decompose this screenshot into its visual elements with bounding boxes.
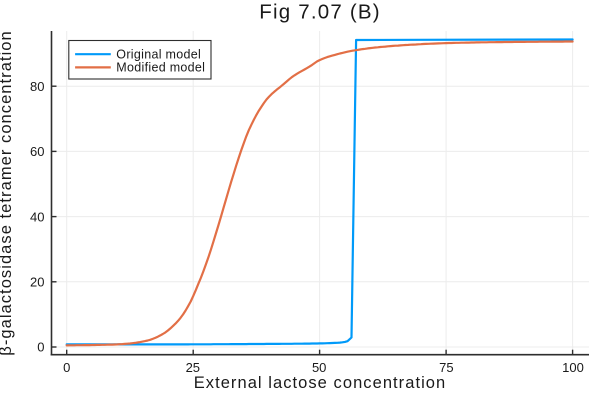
svg-text:60: 60 — [30, 144, 44, 159]
svg-text:Original model: Original model — [116, 48, 201, 62]
svg-text:β-galactosidase tetramer conce: β-galactosidase tetramer concentration — [0, 30, 15, 355]
svg-text:0: 0 — [63, 360, 70, 375]
svg-text:100: 100 — [562, 360, 584, 375]
svg-text:75: 75 — [439, 360, 453, 375]
svg-text:20: 20 — [30, 275, 44, 290]
svg-text:25: 25 — [186, 360, 200, 375]
svg-text:80: 80 — [30, 79, 44, 94]
svg-text:Fig 7.07 (B): Fig 7.07 (B) — [259, 1, 381, 24]
svg-text:Modified model: Modified model — [116, 61, 205, 75]
svg-text:40: 40 — [30, 209, 44, 224]
svg-text:50: 50 — [312, 360, 326, 375]
svg-text:External lactose concentration: External lactose concentration — [194, 374, 447, 392]
svg-text:0: 0 — [37, 340, 44, 355]
